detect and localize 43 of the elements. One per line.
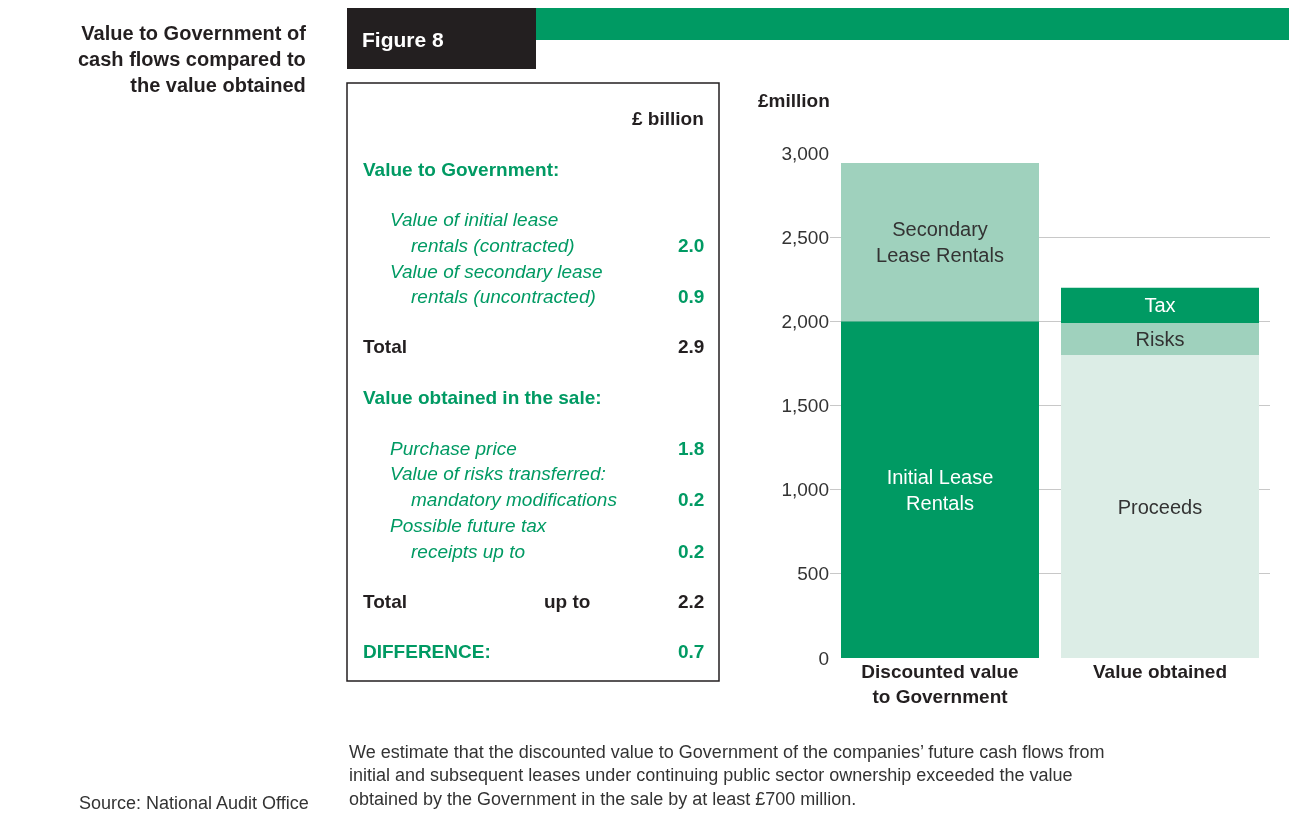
text: 0.7: [678, 641, 705, 662]
series-label: Initial Lease Rentals: [886, 465, 994, 514]
text: Figure 8: [362, 28, 444, 51]
source-note: Source: National Audit Office: [79, 793, 309, 813]
text: DIFFERENCE:: [363, 641, 491, 662]
text: Value to Government:: [363, 159, 560, 180]
y-axis-title: £million: [758, 90, 830, 111]
text: 0.2: [678, 489, 705, 510]
y-tick-label: 2,000: [781, 310, 829, 332]
text: Total: [363, 591, 407, 612]
y-tick-label: 1,000: [781, 479, 829, 501]
x-tick-label: Discounted value to Government: [861, 661, 1019, 707]
text: 2.0: [678, 235, 705, 256]
text: Possible future tax: [390, 515, 548, 536]
text: up to: [544, 591, 591, 612]
text: Purchase price: [390, 438, 517, 459]
series-label: Proceeds: [1117, 495, 1203, 518]
text: receipts up to: [411, 541, 526, 562]
y-tick-label: 1,500: [781, 395, 829, 417]
text: Value obtained in the sale:: [363, 387, 602, 408]
series-label: Secondary Lease Rentals: [876, 218, 1004, 267]
series-label: Tax: [1144, 294, 1176, 317]
text: 1.8: [678, 438, 705, 459]
text: mandatory modifications: [411, 489, 618, 510]
text: £ billion: [632, 108, 704, 129]
y-tick-label: 3,000: [781, 142, 829, 164]
y-tick-label: 0: [818, 647, 829, 669]
text: 2.2: [678, 591, 705, 612]
text: Value of initial lease: [390, 209, 559, 230]
text: 2.9: [678, 336, 705, 357]
text: 0.2: [678, 541, 705, 562]
text: 0.9: [678, 286, 705, 307]
series-label: Risks: [1135, 328, 1185, 351]
text: Total: [363, 336, 407, 357]
text: Value of secondary lease: [390, 261, 603, 282]
text: rentals (uncontracted): [411, 286, 596, 307]
text: Value of risks transferred:: [390, 463, 606, 484]
y-tick-label: 500: [797, 563, 829, 585]
text: Value to Government of cash flows compared to the value obtained: [78, 22, 307, 96]
text: rentals (contracted): [411, 235, 575, 256]
y-tick-label: 2,500: [781, 226, 829, 248]
x-tick-label: Value obtained: [1092, 661, 1228, 682]
text: We estimate that the discounted value to Government of the companies’ future cash flows from initial and subsequent leases under continuing public sector ownership exceeded the value obtained by the Government in the sale by at least £700 million.: [349, 742, 1105, 809]
